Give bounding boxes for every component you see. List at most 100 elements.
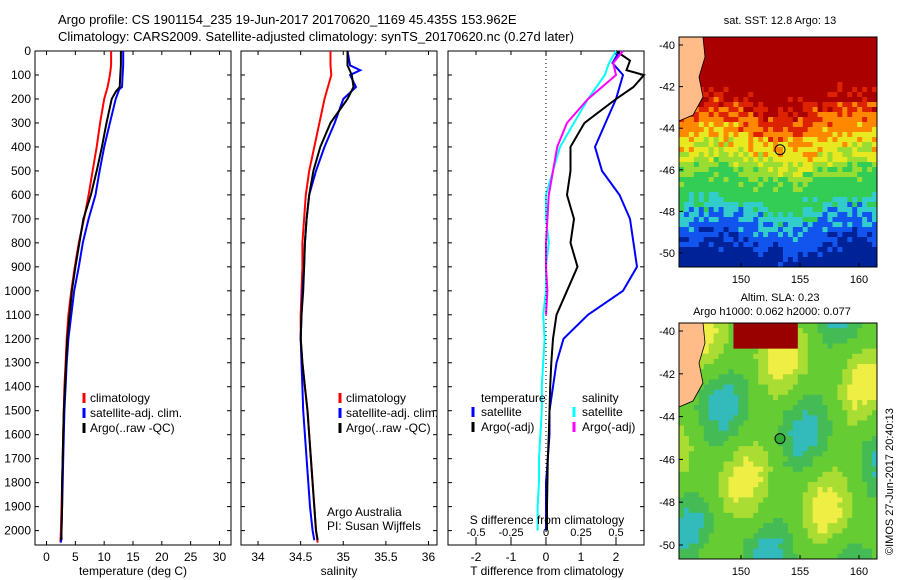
map-cell — [688, 122, 695, 128]
map-cell — [817, 328, 823, 334]
map-cell — [787, 502, 794, 509]
map-cell — [728, 207, 734, 213]
map-cell — [773, 533, 779, 539]
map-cell — [758, 543, 764, 550]
map-cell — [698, 202, 705, 208]
map-cell — [758, 379, 764, 385]
map-cell — [812, 379, 818, 385]
map-cell — [698, 112, 705, 118]
depth-tick-label: 0 — [24, 44, 31, 58]
map-cell — [852, 446, 858, 452]
map-cell — [718, 323, 724, 329]
map-cell — [847, 487, 853, 493]
map-cell — [738, 538, 744, 545]
map-cell — [797, 142, 804, 148]
map-cell — [738, 425, 744, 432]
map-cell — [842, 538, 848, 545]
map-cell — [797, 132, 804, 138]
map-cell — [763, 47, 769, 53]
map-cell — [847, 420, 853, 427]
map-cell — [832, 543, 838, 550]
map-cell — [782, 147, 789, 153]
map-cell — [698, 476, 705, 483]
map-cell — [872, 247, 878, 253]
map-cell — [802, 132, 809, 138]
map-cell — [763, 212, 769, 218]
map-cell — [782, 202, 789, 208]
map-cell — [872, 492, 878, 498]
map-cell — [852, 338, 858, 344]
map-cell — [852, 232, 858, 238]
map-cell — [822, 548, 828, 555]
map-cell — [723, 57, 729, 63]
map-cell — [753, 142, 759, 148]
map-cell — [728, 92, 734, 98]
map-cell — [872, 72, 878, 78]
map-cell — [872, 47, 878, 53]
map-cell — [837, 257, 843, 263]
map-cell — [683, 476, 690, 483]
map-cell — [787, 379, 794, 385]
map-cell — [758, 415, 764, 421]
map-cell — [827, 237, 833, 243]
map-cell — [763, 137, 769, 143]
map-cell — [782, 257, 789, 263]
map-cell — [842, 197, 848, 203]
map-cell — [782, 137, 789, 143]
map-cell — [837, 553, 843, 560]
map-cell — [733, 257, 739, 263]
map-cell — [862, 528, 868, 534]
map-cell — [807, 147, 814, 153]
map-cell — [748, 466, 754, 473]
map-cell — [728, 348, 734, 355]
map-y-tick-label: -50 — [659, 248, 675, 260]
map-cell — [738, 172, 744, 178]
map-cell — [817, 247, 823, 253]
map-cell — [802, 232, 809, 238]
map-cell — [797, 476, 804, 483]
map-cell — [822, 137, 828, 143]
map-cell — [778, 232, 784, 238]
map-cell — [872, 507, 878, 514]
map-cell — [738, 42, 744, 48]
map-cell — [872, 122, 878, 128]
map-cell — [773, 77, 779, 83]
map-cell — [758, 533, 764, 539]
map-cell — [753, 72, 759, 78]
map-cell — [748, 157, 754, 163]
map-cell — [753, 172, 759, 178]
map-cell — [782, 517, 789, 524]
map-cell — [822, 379, 828, 385]
map-cell — [773, 117, 779, 123]
map-cell — [748, 252, 754, 258]
map-cell — [827, 212, 833, 218]
map-cell — [698, 107, 705, 113]
map-cell — [773, 187, 779, 193]
map-cell — [723, 137, 729, 143]
map-cell — [847, 227, 853, 233]
map-cell — [792, 172, 799, 178]
map-cell — [748, 202, 754, 208]
map-cell — [718, 533, 724, 539]
map-cell — [683, 405, 690, 411]
map-cell — [797, 42, 804, 48]
map-cell — [718, 127, 724, 133]
map-cell — [847, 82, 853, 88]
map-cell — [832, 52, 838, 58]
map-cell — [802, 177, 809, 183]
map-cell — [792, 217, 799, 223]
map-cell — [728, 512, 734, 519]
map-cell — [743, 497, 749, 503]
map-cell — [852, 497, 858, 503]
map-cell — [708, 192, 715, 198]
map-cell — [857, 202, 863, 208]
map-cell — [723, 207, 729, 213]
map-cell — [872, 482, 878, 488]
map-cell — [748, 425, 754, 432]
map-cell — [817, 62, 823, 68]
map-cell — [862, 394, 868, 401]
map-cell — [797, 353, 804, 360]
map-cell — [867, 533, 873, 539]
map-cell — [857, 456, 863, 462]
map-cell — [857, 192, 863, 198]
